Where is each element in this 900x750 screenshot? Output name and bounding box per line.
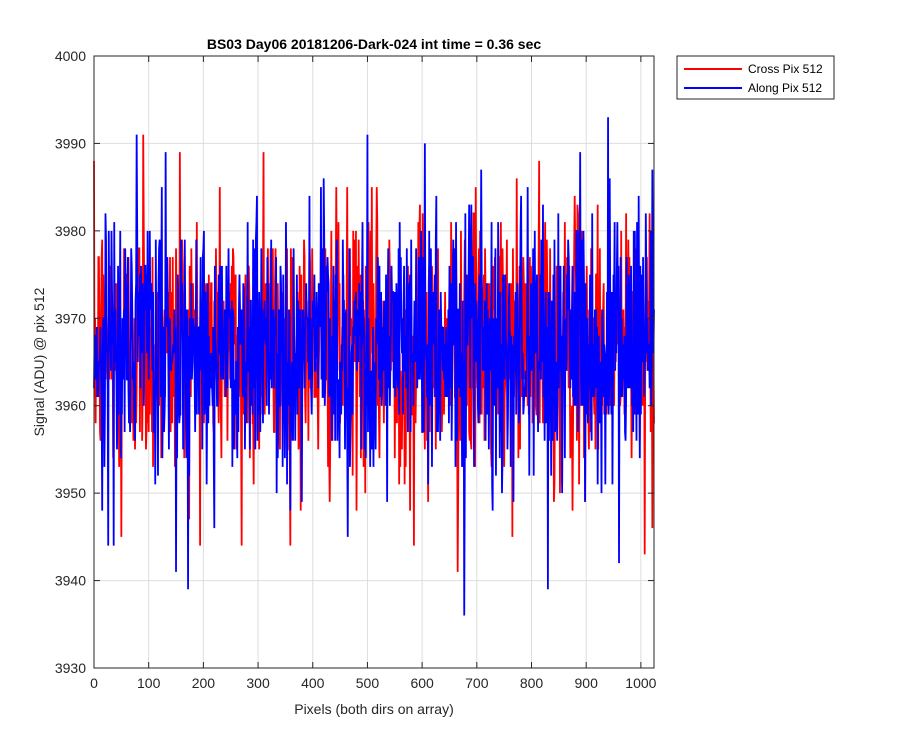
x-tick-label: 600 [410, 675, 434, 691]
chart-title: BS03 Day06 20181206-Dark-024 int time = … [207, 36, 541, 52]
plot-frame [93, 55, 655, 669]
legend-label-along-pix-512: Along Pix 512 [748, 81, 822, 95]
x-tick-label: 300 [246, 675, 270, 691]
series-layer [93, 117, 655, 616]
y-tick-label: 4000 [55, 48, 86, 64]
y-tick-label: 3980 [55, 223, 86, 239]
y-axis: 3930 3940 3950 3960 3970 3980 3990 4000 [55, 48, 654, 676]
y-tick-label: 3970 [55, 310, 86, 326]
x-tick-label: 1000 [625, 675, 656, 691]
x-tick-label: 800 [520, 675, 544, 691]
x-tick-label: 400 [301, 675, 325, 691]
legend: Cross Pix 512 Along Pix 512 [676, 55, 835, 100]
y-tick-label: 3930 [55, 660, 86, 676]
series-along-pix-512-line [93, 117, 655, 616]
y-tick-label: 3960 [55, 398, 86, 414]
x-tick-label: 200 [192, 675, 216, 691]
x-tick-label: 700 [465, 675, 489, 691]
y-tick-label: 3940 [55, 573, 86, 589]
x-tick-label: 0 [90, 675, 98, 691]
legend-label-cross-pix-512: Cross Pix 512 [748, 62, 823, 76]
y-axis-label: Signal (ADU) @ pix 512 [31, 287, 47, 436]
x-axis: 0 100 200 300 400 500 600 700 800 900 1000 [90, 56, 657, 691]
y-tick-label: 3990 [55, 135, 86, 151]
x-tick-label: 900 [575, 675, 599, 691]
x-tick-label: 100 [137, 675, 161, 691]
y-tick-label: 3950 [55, 485, 86, 501]
x-axis-label: Pixels (both dirs on array) [294, 701, 454, 717]
legend-box [676, 55, 835, 100]
x-tick-label: 500 [356, 675, 380, 691]
